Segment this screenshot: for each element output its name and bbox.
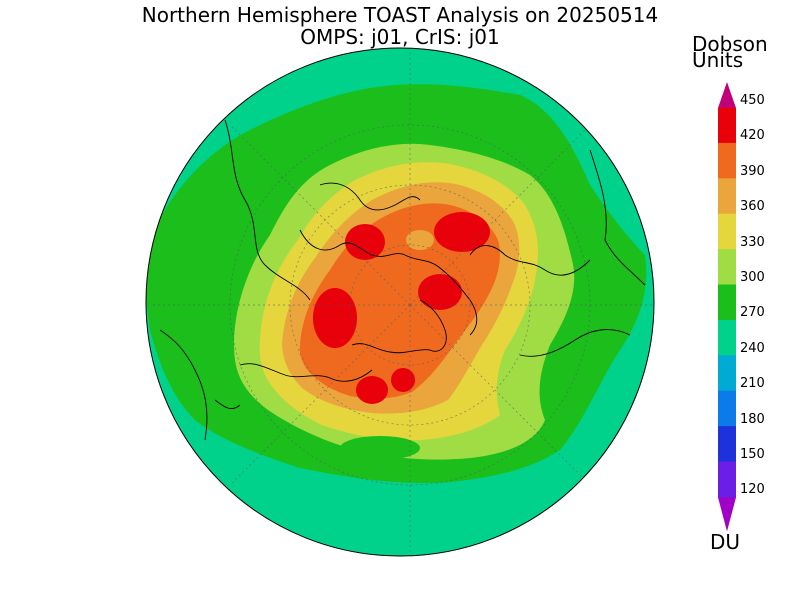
colorbar-units-line2: Units (692, 48, 744, 72)
colorbar-tick-label: 120 (740, 482, 765, 498)
colorbar-bottom-arrow (718, 497, 736, 532)
coastlines (159, 119, 646, 441)
colorbar-segment (718, 355, 736, 392)
ozone-field (146, 48, 654, 556)
colorbar-tick-label: 420 (740, 128, 765, 144)
band-420 (313, 212, 490, 404)
colorbar-bottom-label: DU (710, 530, 741, 554)
colorbar-segment (718, 107, 736, 144)
colorbar-tick-label: 180 (740, 411, 765, 427)
globe-outline (145, 47, 655, 557)
colorbar-tick-label: 210 (740, 376, 765, 392)
colorbar-tick-label: 360 (740, 199, 765, 215)
colorbar-segment (718, 178, 736, 215)
graticule (150, 50, 654, 556)
colorbar (718, 82, 736, 532)
colorbar-segment (718, 142, 736, 180)
colorbar-tick-label: 240 (740, 340, 765, 356)
colorbar-segment (718, 284, 736, 321)
colorbar-tick-label: 330 (740, 234, 765, 250)
colorbar-tick-label: 390 (740, 163, 765, 179)
map-subtitle: OMPS: j01, CrIS: j01 (300, 25, 500, 49)
colorbar-segment (718, 461, 736, 498)
colorbar-segment (718, 319, 736, 357)
colorbar-segment (718, 390, 736, 428)
colorbar-top-arrow (718, 82, 736, 108)
colorbar-units-line1: Dobson (692, 32, 768, 56)
colorbar-tick-label: 150 (740, 447, 765, 462)
colorbar-segment (718, 426, 736, 463)
colorbar-tick-label: 450 (740, 93, 765, 108)
colorbar-segment (718, 249, 736, 286)
colorbar-segment (718, 213, 736, 251)
colorbar-tick-label: 270 (740, 305, 765, 321)
map-title: Northern Hemisphere TOAST Analysis on 20… (141, 3, 659, 27)
patch-270 (340, 436, 420, 460)
colorbar-tick-label: 300 (740, 270, 765, 285)
